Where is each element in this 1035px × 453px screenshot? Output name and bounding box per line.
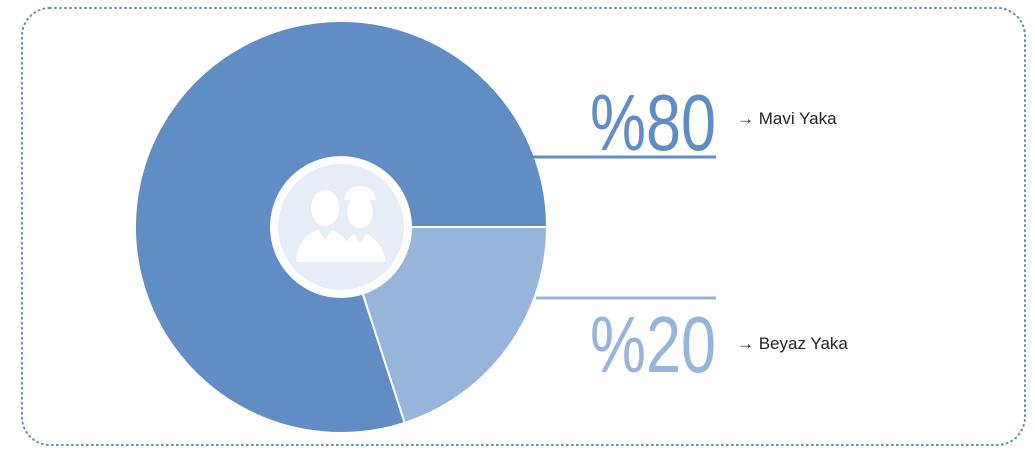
category-label: → Beyaz Yaka xyxy=(737,334,848,353)
people-icon xyxy=(296,186,386,262)
icon-bg xyxy=(278,164,404,290)
frame xyxy=(21,7,1026,446)
center-icon xyxy=(270,156,412,298)
labels: %80 → Mavi Yaka %20 → Beyaz Yaka xyxy=(533,78,848,389)
value-label: %80 xyxy=(590,78,716,167)
category-label: → Mavi Yaka xyxy=(737,109,837,128)
slice xyxy=(339,226,549,425)
value-label: %20 xyxy=(590,300,716,389)
